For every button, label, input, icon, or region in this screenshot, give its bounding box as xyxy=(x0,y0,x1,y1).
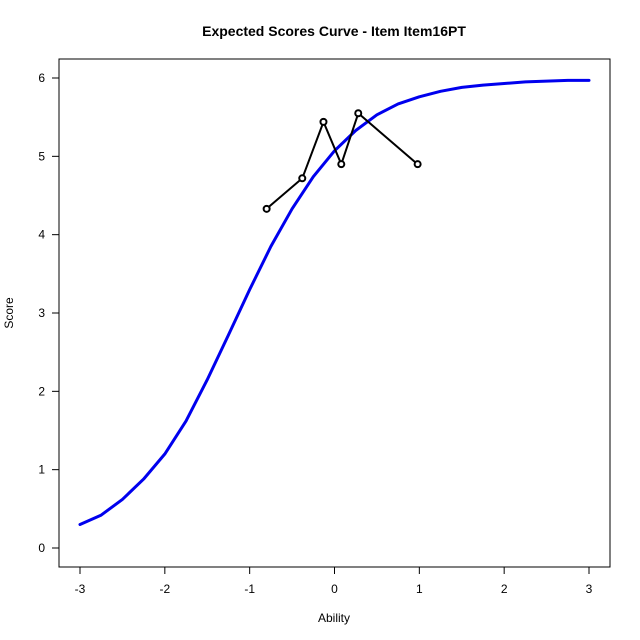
y-tick-label: 4 xyxy=(38,228,45,242)
x-tick-label: -1 xyxy=(244,582,255,596)
y-tick-label: 3 xyxy=(38,306,45,320)
y-axis-label: Score xyxy=(2,297,16,329)
x-tick-label: 2 xyxy=(501,582,508,596)
y-tick-label: 6 xyxy=(38,71,45,85)
y-tick-label: 1 xyxy=(38,463,45,477)
expected-score-curve xyxy=(78,78,591,526)
observed-point xyxy=(354,109,363,118)
x-tick-label: 3 xyxy=(586,582,593,596)
y-tick-label: 5 xyxy=(38,149,45,163)
observed-point xyxy=(298,174,307,183)
x-tick-label: 1 xyxy=(416,582,423,596)
observed-point xyxy=(319,117,328,126)
y-axis: 0 1 2 3 4 5 6 xyxy=(38,71,60,555)
observed-point xyxy=(262,204,271,213)
series-layer xyxy=(78,78,591,526)
observed-score-line xyxy=(265,112,419,210)
y-tick-label: 2 xyxy=(38,384,45,398)
observed-point xyxy=(337,160,346,169)
y-tick-label: 0 xyxy=(38,541,45,555)
x-axis: -3 -2 -1 0 1 2 3 xyxy=(75,566,593,596)
x-tick-label: 0 xyxy=(331,582,338,596)
chart-title: Expected Scores Curve - Item Item16PT xyxy=(202,23,466,39)
observed-point xyxy=(413,160,422,169)
x-axis-label: Ability xyxy=(318,611,350,625)
x-tick-label: -2 xyxy=(159,582,170,596)
x-tick-label: -3 xyxy=(75,582,86,596)
